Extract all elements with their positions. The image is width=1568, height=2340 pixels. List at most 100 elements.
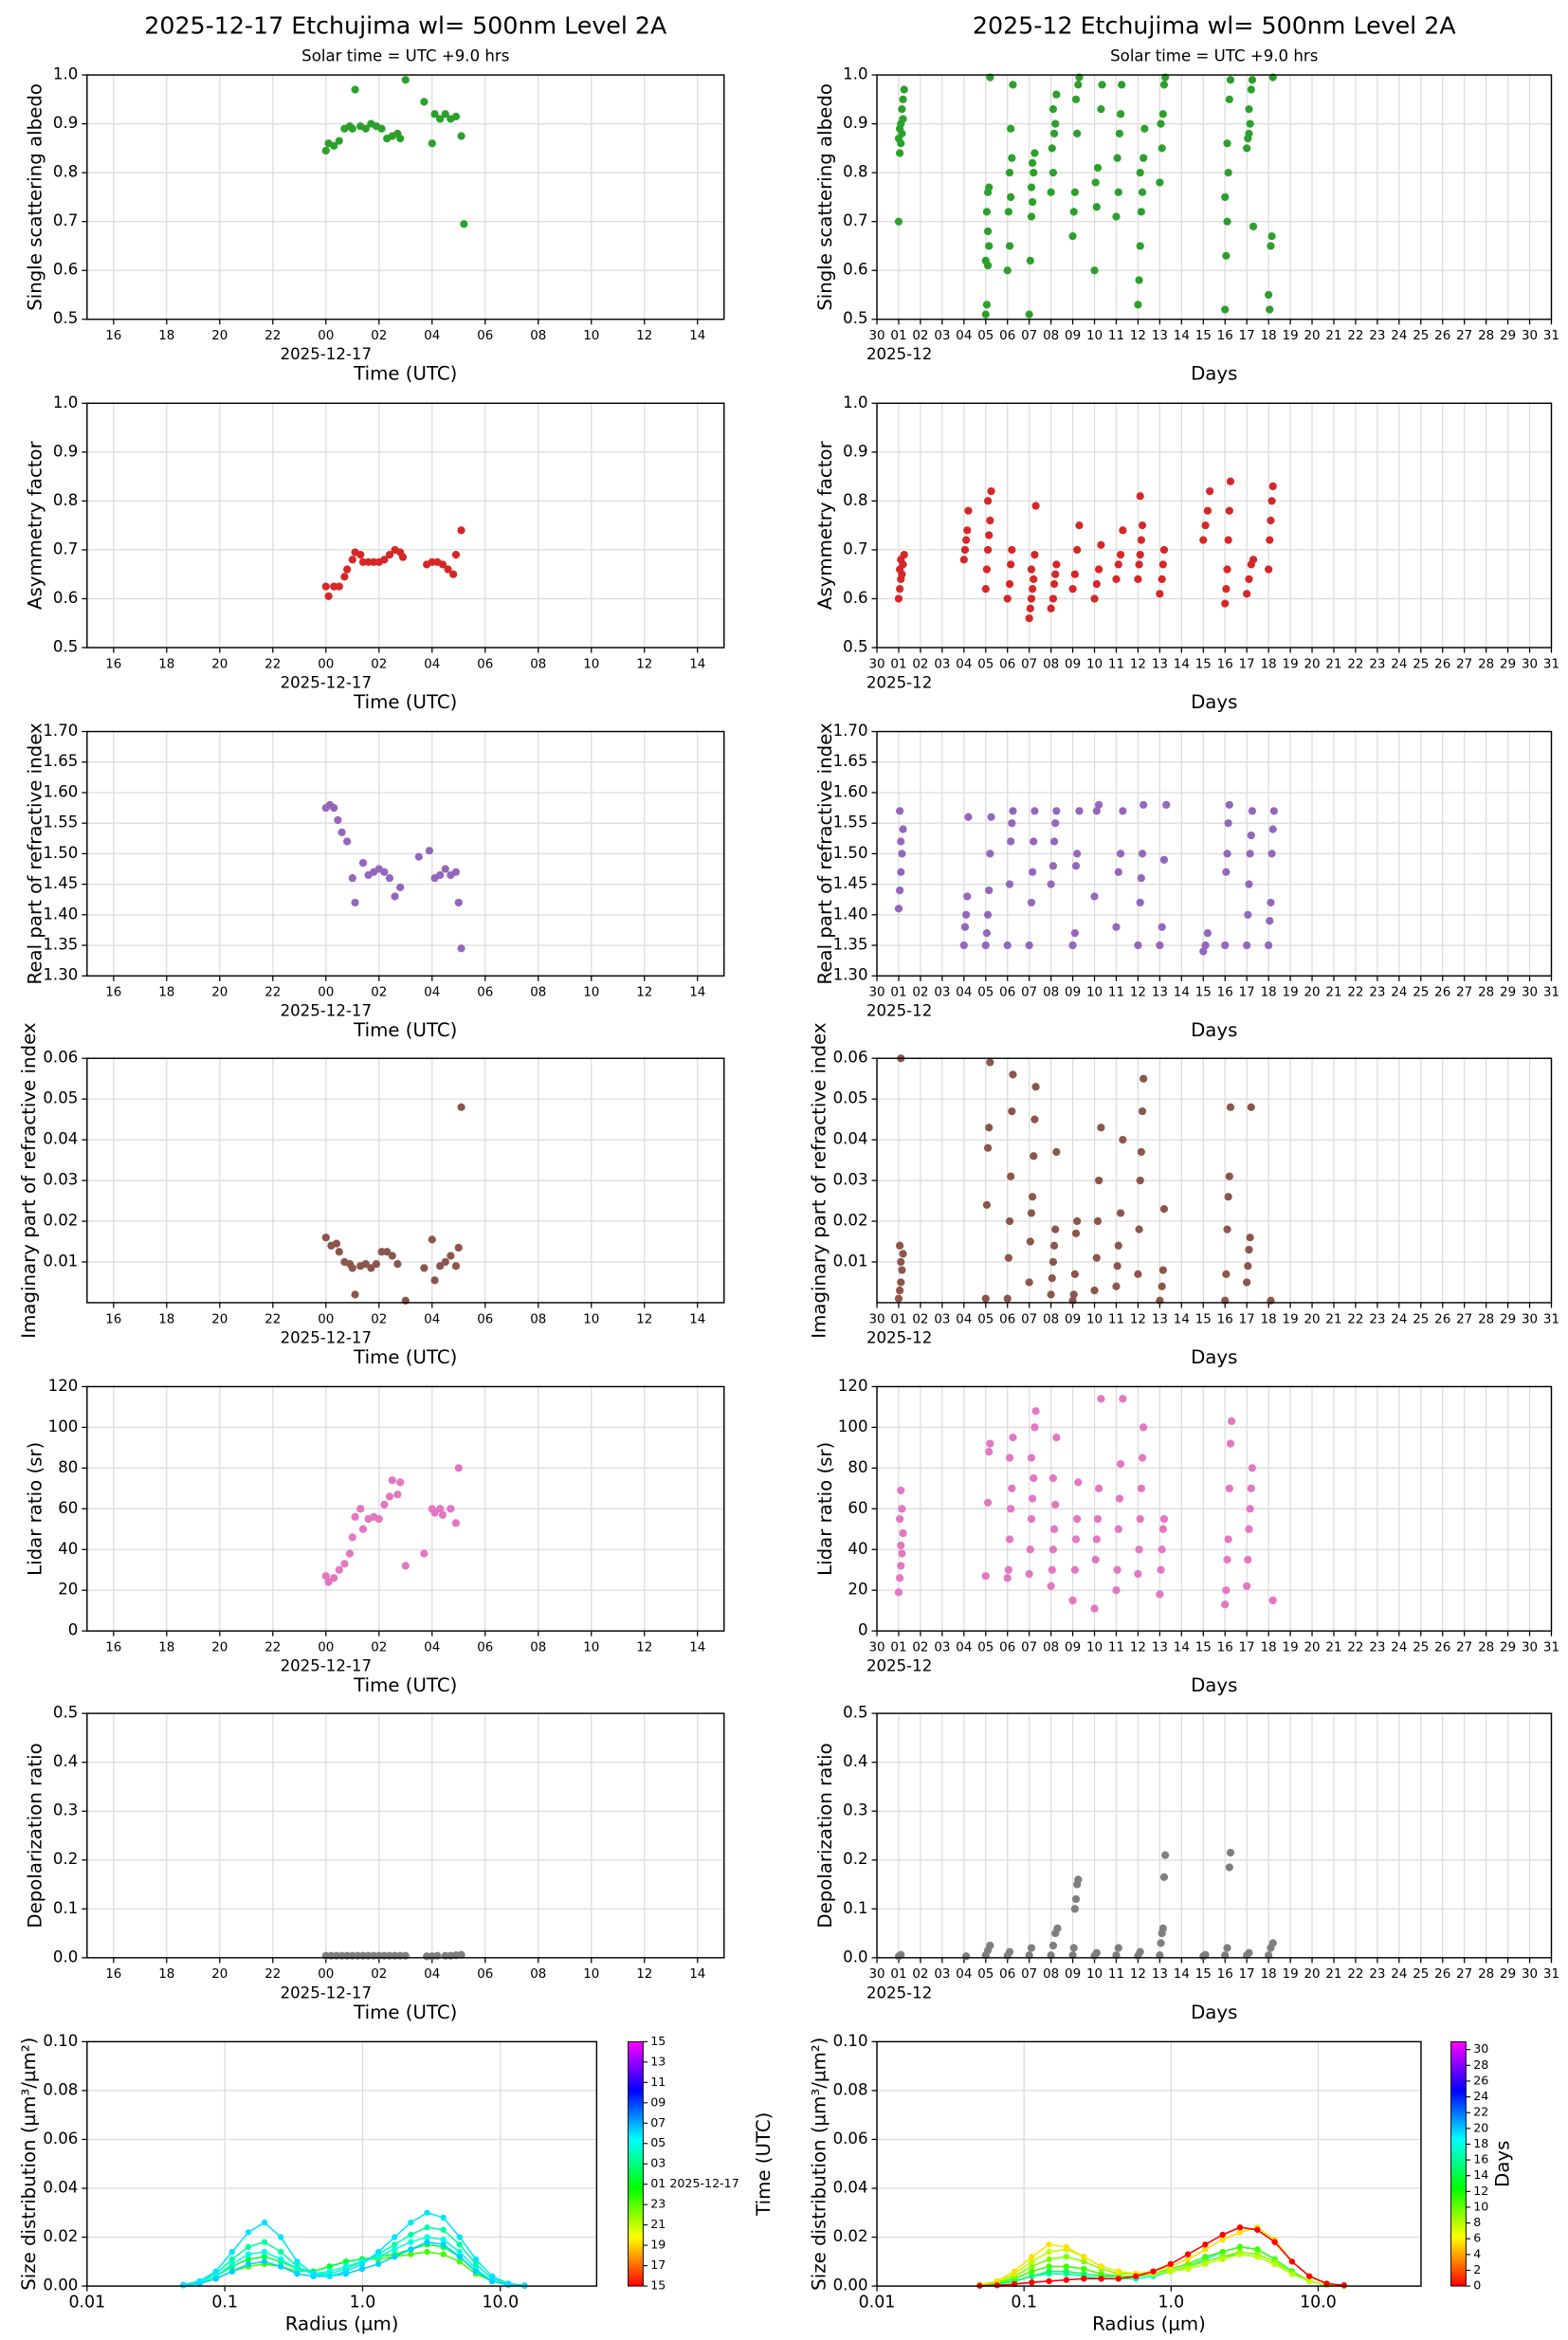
data-point: [1138, 850, 1147, 858]
x-tick-label: 08: [530, 1312, 546, 1326]
data-point: [1070, 570, 1079, 578]
x-axis-label: Time (UTC): [353, 1674, 457, 1696]
y-tick-label: 0.6: [843, 261, 867, 279]
data-point: [1030, 575, 1038, 583]
y-tick-label: 1.35: [833, 936, 868, 954]
x-tick-label: 15: [1195, 657, 1212, 671]
data-point: [1097, 105, 1105, 114]
data-point: [1222, 1270, 1231, 1278]
x-tick-label: 07: [1021, 986, 1037, 1000]
data-point: [959, 941, 968, 950]
y-axis-label: Size distribution (µm³/µm²): [18, 2038, 40, 2291]
data-point: [1158, 144, 1166, 153]
data-point: [324, 592, 333, 601]
x-tick-label: 14: [689, 1641, 705, 1655]
data-point: [396, 883, 405, 891]
data-point: [1246, 119, 1254, 128]
x-tick-label: 15: [1195, 1312, 1212, 1326]
data-point: [1029, 585, 1037, 594]
axes-frame: [876, 1385, 1553, 1632]
curve-point: [1115, 2268, 1122, 2275]
data-point: [1048, 1257, 1058, 1267]
data-point: [1222, 1586, 1231, 1595]
data-point: [1136, 898, 1144, 907]
curve-point: [228, 2268, 236, 2275]
data-point: [1095, 800, 1103, 809]
data-point: [987, 813, 995, 821]
x-tick-label: 10: [583, 986, 599, 1000]
data-point: [1090, 892, 1099, 901]
data-point: [1113, 1262, 1121, 1271]
data-point: [388, 1476, 396, 1485]
x-tick-label: 10: [583, 1967, 599, 1982]
x-axis-label: Time (UTC): [353, 1019, 457, 1041]
data-point: [388, 1252, 396, 1260]
data-point: [1159, 1205, 1169, 1214]
x-tick-label: 23: [1369, 657, 1385, 671]
data-point: [1093, 1514, 1103, 1524]
data-point: [393, 1490, 402, 1499]
data-point: [1068, 941, 1077, 950]
x-tick-label: 00: [318, 1967, 334, 1982]
data-point: [1138, 1453, 1147, 1462]
y-axis-label: Single scattering albedo: [814, 83, 836, 311]
data-point: [1048, 169, 1058, 177]
data-point: [380, 1500, 389, 1509]
data-point: [896, 1514, 904, 1524]
y-tick-label: 1.55: [43, 814, 78, 832]
data-point: [1159, 1873, 1169, 1881]
x-tick-label: 10: [1086, 1312, 1103, 1326]
data-point: [1137, 208, 1145, 216]
x-tick-label: 20: [1304, 986, 1320, 1000]
curve-point: [408, 2219, 414, 2226]
data-point: [1092, 579, 1101, 589]
data-point: [1047, 880, 1055, 888]
y-axis-label: Lidar ratio (sr): [25, 1442, 46, 1576]
data-point: [454, 898, 463, 907]
data-point: [441, 1257, 449, 1267]
y-tick-label: 0.7: [53, 539, 78, 558]
data-point: [963, 526, 972, 535]
curve-point: [358, 2260, 366, 2268]
x-tick-label: 19: [1283, 986, 1299, 1000]
data-point: [985, 1124, 994, 1132]
x-tick-label: 19: [1283, 1967, 1299, 1982]
data-point: [1243, 1581, 1251, 1591]
data-point: [964, 813, 973, 821]
x-tick-label: 0.1: [211, 2293, 238, 2312]
curve-point: [440, 2251, 447, 2258]
panel: 30 01 02 03 04 05 06 07 08 09 10 11 12 13 14 15 16 17 18 19…: [814, 1377, 1559, 1696]
data-point: [1004, 208, 1012, 216]
x-tick-label: 26: [1434, 329, 1450, 343]
x-tick-label: 30: [1522, 1967, 1538, 1982]
curve-point: [1288, 2271, 1296, 2277]
curve-point: [1306, 2277, 1313, 2285]
x-tick-label: 03: [934, 1967, 950, 1982]
y-tick-label: 0.9: [53, 442, 78, 460]
data-point: [1097, 1395, 1105, 1403]
data-point: [1051, 570, 1060, 578]
data-point: [1266, 536, 1274, 544]
data-point: [1114, 1944, 1122, 1952]
x-tick-label: 01: [890, 1641, 906, 1655]
y-tick-label: 0.03: [833, 1171, 868, 1189]
data-point: [385, 874, 394, 883]
panel: 30 01 02 03 04 05 06 07 08 09 10 11 12 13 14 15 16 17 18 19…: [814, 393, 1559, 713]
curve-point: [1081, 2253, 1087, 2260]
data-point: [451, 112, 461, 120]
data-point: [1051, 1225, 1060, 1234]
data-point: [1267, 1296, 1275, 1305]
data-point: [1222, 868, 1231, 876]
data-point: [1051, 119, 1060, 128]
data-point: [896, 585, 904, 594]
curve-point: [1184, 2251, 1192, 2258]
y-tick-label: 0.7: [843, 211, 867, 229]
data-point: [1092, 1253, 1101, 1262]
x-tick-label: 02: [371, 1641, 387, 1655]
curve-point: [1046, 2248, 1052, 2256]
data-point: [987, 486, 995, 496]
panel: 30 01 02 03 04 05 06 07 08 09 10 11 12 13 14 15 16 17 18 19…: [814, 722, 1559, 1041]
data-point: [1162, 800, 1171, 809]
data-point: [335, 582, 343, 591]
x-tick-label: 26: [1434, 1312, 1450, 1326]
